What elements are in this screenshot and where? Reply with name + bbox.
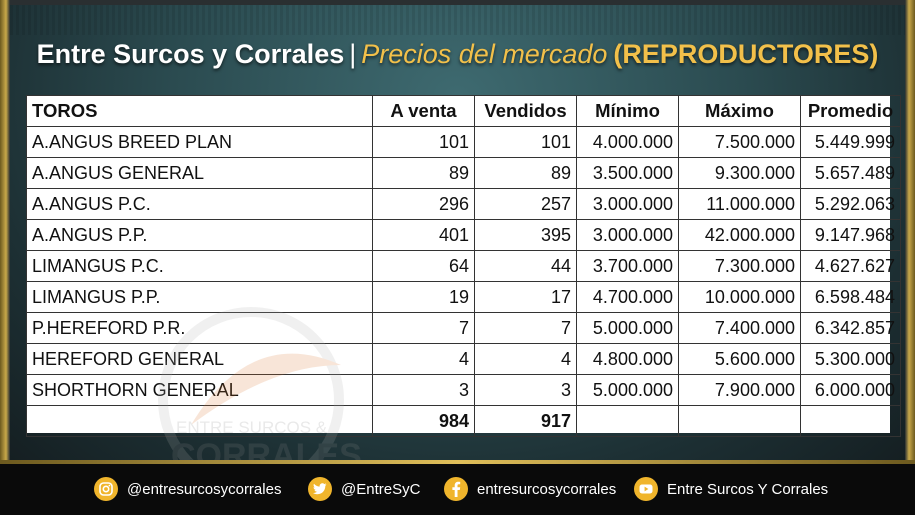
cell-a-venta: 101	[372, 126, 475, 158]
cell-breed: A.ANGUS P.P.	[26, 219, 373, 251]
twitter-icon	[308, 477, 332, 501]
cell-minimo: 3.000.000	[576, 188, 679, 220]
twitter-handle: @EntreSyC	[341, 480, 421, 498]
title-category: (REPRODUCTORES)	[613, 39, 879, 69]
footer-twitter[interactable]: @EntreSyC	[308, 475, 420, 503]
cell-vendidos: 89	[474, 157, 577, 189]
cell-a-venta: 89	[372, 157, 475, 189]
cell-minimo: 4.000.000	[576, 126, 679, 158]
cell-vendidos: 44	[474, 250, 577, 282]
cell-total-label	[26, 405, 373, 437]
footer-instagram[interactable]: @entresurcosycorrales	[94, 475, 281, 503]
watermark-text-line2: CORRALES	[171, 437, 362, 460]
main-panel: Entre Surcos y Corrales | Precios del merc…	[10, 5, 905, 460]
cell-total-vendidos: 917	[474, 405, 577, 437]
table-row: P.HEREFORD P.R. 7 7 5.000.000 7.400.000 …	[26, 312, 901, 344]
cell-maximo: 42.000.000	[678, 219, 801, 251]
cell-vendidos: 101	[474, 126, 577, 158]
cell-total-promedio	[800, 405, 901, 437]
cell-maximo: 7.900.000	[678, 374, 801, 406]
cell-vendidos: 7	[474, 312, 577, 344]
cell-promedio: 5.300.000	[800, 343, 901, 375]
column-header-vendidos: Vendidos	[474, 95, 577, 127]
cell-breed: A.ANGUS GENERAL	[26, 157, 373, 189]
cell-minimo: 3.000.000	[576, 219, 679, 251]
column-header-minimo: Mínimo	[576, 95, 679, 127]
table-row: LIMANGUS P.P. 19 17 4.700.000 10.000.000…	[26, 281, 901, 313]
title-brand: Entre Surcos y Corrales	[36, 39, 345, 69]
page-title: Entre Surcos y Corrales | Precios del merc…	[10, 39, 905, 70]
title-separator: |	[349, 39, 357, 69]
footer-youtube[interactable]: Entre Surcos Y Corrales	[634, 475, 828, 503]
cell-promedio: 9.147.968	[800, 219, 901, 251]
cell-minimo: 4.700.000	[576, 281, 679, 313]
table-header-row: TOROS A venta Vendidos Mínimo Máximo Pro…	[26, 95, 901, 127]
youtube-icon	[634, 477, 658, 501]
cell-breed: HEREFORD GENERAL	[26, 343, 373, 375]
cell-a-venta: 296	[372, 188, 475, 220]
column-header-toros: TOROS	[26, 95, 373, 127]
cell-maximo: 10.000.000	[678, 281, 801, 313]
cell-a-venta: 401	[372, 219, 475, 251]
cell-minimo: 3.700.000	[576, 250, 679, 282]
cell-promedio: 6.342.857	[800, 312, 901, 344]
cell-breed: A.ANGUS P.C.	[26, 188, 373, 220]
cell-breed: P.HEREFORD P.R.	[26, 312, 373, 344]
social-footer: @entresurcosycorrales @EntreSyC entresur…	[0, 460, 915, 515]
cell-minimo: 3.500.000	[576, 157, 679, 189]
cell-maximo: 9.300.000	[678, 157, 801, 189]
facebook-icon	[444, 477, 468, 501]
cell-breed: A.ANGUS BREED PLAN	[26, 126, 373, 158]
cell-promedio: 6.598.484	[800, 281, 901, 313]
cell-a-venta: 64	[372, 250, 475, 282]
cell-vendidos: 3	[474, 374, 577, 406]
cell-total-maximo	[678, 405, 801, 437]
cell-maximo: 7.500.000	[678, 126, 801, 158]
cell-vendidos: 17	[474, 281, 577, 313]
cell-minimo: 4.800.000	[576, 343, 679, 375]
cell-promedio: 6.000.000	[800, 374, 901, 406]
cell-a-venta: 7	[372, 312, 475, 344]
instagram-icon	[94, 477, 118, 501]
table-row: SHORTHORN GENERAL 3 3 5.000.000 7.900.00…	[26, 374, 901, 406]
cell-a-venta: 4	[372, 343, 475, 375]
cell-promedio: 4.627.627	[800, 250, 901, 282]
column-header-maximo: Máximo	[678, 95, 801, 127]
column-header-a-venta: A venta	[372, 95, 475, 127]
totals-row: 984 917	[26, 405, 901, 437]
footer-facebook[interactable]: entresurcosycorrales	[444, 475, 616, 503]
table-row: HEREFORD GENERAL 4 4 4.800.000 5.600.000…	[26, 343, 901, 375]
cell-breed: LIMANGUS P.P.	[26, 281, 373, 313]
cell-minimo: 5.000.000	[576, 374, 679, 406]
cell-breed: SHORTHORN GENERAL	[26, 374, 373, 406]
cell-promedio: 5.657.489	[800, 157, 901, 189]
prices-table: TOROS A venta Vendidos Mínimo Máximo Pro…	[26, 95, 901, 437]
cell-maximo: 7.400.000	[678, 312, 801, 344]
cell-promedio: 5.292.063	[800, 188, 901, 220]
cell-total-minimo	[576, 405, 679, 437]
prices-table-container: TOROS A venta Vendidos Mínimo Máximo Pro…	[26, 95, 901, 460]
youtube-handle: Entre Surcos Y Corrales	[667, 480, 829, 498]
cell-total-a-venta: 984	[372, 405, 475, 437]
cell-maximo: 11.000.000	[678, 188, 801, 220]
title-subtitle: Precios del mercado	[361, 39, 608, 69]
table-row: A.ANGUS GENERAL 89 89 3.500.000 9.300.00…	[26, 157, 901, 189]
cell-maximo: 7.300.000	[678, 250, 801, 282]
cell-breed: LIMANGUS P.C.	[26, 250, 373, 282]
table-row: A.ANGUS BREED PLAN 101 101 4.000.000 7.5…	[26, 126, 901, 158]
table-row: A.ANGUS P.C. 296 257 3.000.000 11.000.00…	[26, 188, 901, 220]
table-row: A.ANGUS P.P. 401 395 3.000.000 42.000.00…	[26, 219, 901, 251]
facebook-handle: entresurcosycorrales	[477, 480, 617, 498]
column-header-promedio: Promedio	[800, 95, 901, 127]
table-row: LIMANGUS P.C. 64 44 3.700.000 7.300.000 …	[26, 250, 901, 282]
cell-a-venta: 19	[372, 281, 475, 313]
cell-maximo: 5.600.000	[678, 343, 801, 375]
instagram-handle: @entresurcosycorrales	[127, 480, 282, 498]
cell-vendidos: 395	[474, 219, 577, 251]
cell-vendidos: 257	[474, 188, 577, 220]
cell-promedio: 5.449.999	[800, 126, 901, 158]
cell-minimo: 5.000.000	[576, 312, 679, 344]
cell-a-venta: 3	[372, 374, 475, 406]
cell-vendidos: 4	[474, 343, 577, 375]
